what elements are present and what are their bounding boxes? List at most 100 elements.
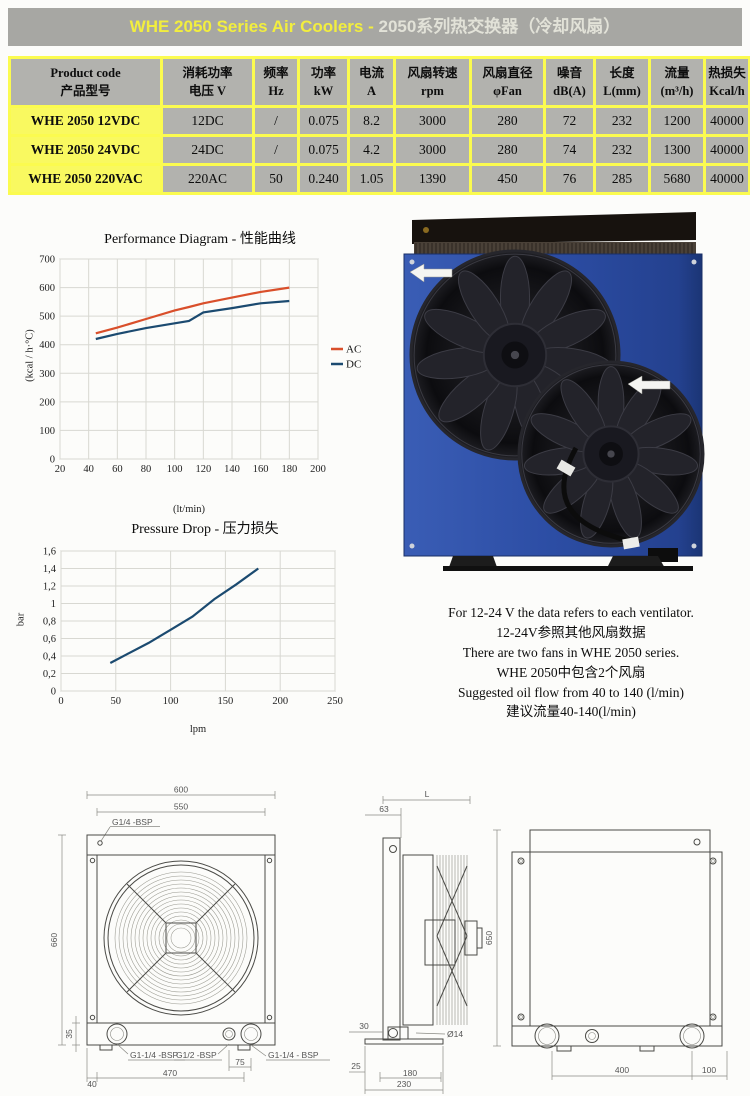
pressure-chart-title: Pressure Drop - 压力损失 (131, 522, 279, 537)
x-tick-label: 100 (163, 696, 179, 707)
spec-value-cell: 1.05 (347, 163, 396, 195)
grille-ring (126, 883, 236, 993)
spec-value-cell: 12DC (160, 105, 255, 137)
product-code-cell: WHE 2050 24VDC (8, 134, 163, 166)
grille-ring (154, 911, 208, 965)
table-row: WHE 2050 12VDC 12DC/0.075 8.2 3000 280 72 232 1… (8, 105, 750, 137)
x-tick-label: 140 (224, 464, 240, 475)
spec-value-cell: 280 (469, 134, 546, 166)
column-header: 流量 (m³/h) (648, 56, 706, 108)
spec-table-header-row: Product code 产品型号 消耗功率 电压 V 频率 Hz 功率 kW 电流 A 风扇转速 r… (8, 56, 750, 108)
grille-ring (114, 871, 248, 1005)
dim-label-550: 550 (174, 802, 188, 812)
pressure-chart-block: Pressure Drop - 压力损失 bar 0 50 100 150 200 250… (15, 518, 395, 735)
spec-value-cell: 8.2 (347, 105, 396, 137)
pressure-chart: 0 50 100 150 200 250 0 0,2 0,4 0,6 0,8 1 1,2 1,4 1,6 (43, 547, 343, 708)
body-screw (691, 259, 697, 265)
performance-chart-block: Performance Diagram - 性能曲线 (kcal / h·°C)… (15, 228, 385, 515)
grille-ring (138, 895, 224, 981)
column-header: 热损失 Kcal/h (703, 56, 750, 108)
y-tick-label: 100 (39, 426, 55, 437)
y-tick-label: 0,4 (43, 652, 57, 663)
fan-hub-bolt (510, 350, 520, 360)
grille-ring (134, 891, 228, 985)
y-tick-label: 400 (39, 340, 55, 351)
legend-label-AC: AC (346, 344, 361, 356)
body-screw (409, 543, 415, 549)
spec-value-cell: 40000 (703, 105, 750, 137)
y-tick-label: 1,6 (43, 547, 56, 558)
dim-label-400: 400 (615, 1065, 629, 1075)
grille-ring (162, 919, 200, 957)
dim-label-470: 470 (163, 1068, 177, 1078)
spec-value-cell: 40000 (703, 134, 750, 166)
dim-label-230: 230 (397, 1079, 411, 1089)
fan-rim (413, 253, 617, 457)
x-tick-label: 20 (55, 464, 66, 475)
column-header: 风扇直径 φFan (469, 56, 546, 108)
pressure-x-axis-label: lpm (189, 724, 207, 735)
dim-label-25: 25 (351, 1061, 361, 1071)
spec-value-cell: 280 (469, 105, 546, 137)
x-tick-label: 150 (218, 696, 234, 707)
spec-table: Product code 产品型号 消耗功率 电压 V 频率 Hz 功率 kW 电流 A 风扇转速 r… (8, 56, 750, 195)
spec-value-cell: 3000 (393, 105, 472, 137)
note-line: 建议流量40-140(l/min) (506, 704, 636, 720)
spec-value-cell: 450 (469, 163, 546, 195)
y-tick-label: 300 (39, 369, 55, 380)
x-tick-label: 0 (58, 696, 63, 707)
spec-value-cell: 72 (543, 105, 596, 137)
dim-label-63: 63 (379, 804, 389, 814)
drawing-back-view: 650 400 100 (484, 829, 728, 1080)
spec-value-cell: / (252, 134, 300, 166)
y-tick-label: 0,8 (43, 617, 56, 628)
spec-value-cell: 5680 (648, 163, 706, 195)
grille-ring (142, 899, 220, 977)
port-label-bottom-middle: G1/2 -BSP (176, 1050, 217, 1060)
performance-chart: 20 40 60 80 100 120 140 160 180 200 0 100 200 300 400 5… (39, 255, 361, 476)
performance-chart-title: Performance Diagram - 性能曲线 (104, 232, 296, 247)
spec-value-cell: 232 (593, 134, 651, 166)
product-photo-image (403, 212, 705, 571)
spec-value-cell: 4.2 (347, 134, 396, 166)
grille-ring (170, 927, 192, 949)
grille-ring (166, 923, 196, 953)
spec-value-cell: 1390 (393, 163, 472, 195)
spec-value-cell: 40000 (703, 163, 750, 195)
dim-label-650: 650 (484, 931, 494, 945)
body-screw (691, 543, 697, 549)
spec-value-cell: / (252, 105, 300, 137)
y-tick-label: 500 (39, 312, 55, 323)
tank-plug (423, 227, 429, 233)
notes-block: For 12-24 V the data refers to each vent… (392, 602, 750, 724)
note-line: For 12-24 V the data refers to each vent… (448, 605, 694, 620)
airflow-arrow-icon (409, 263, 453, 283)
airflow-arrow-icon (627, 375, 671, 395)
column-header: 频率 Hz (252, 56, 300, 108)
x-tick-label: 80 (141, 464, 152, 475)
cable-connector (556, 459, 576, 477)
spec-value-cell: 285 (593, 163, 651, 195)
cable-connector (622, 536, 640, 550)
dim-label-30: 30 (359, 1021, 369, 1031)
series-line-Pressure drop (109, 567, 259, 664)
series-line-AC (95, 286, 290, 335)
column-header: 电流 A (347, 56, 396, 108)
plot-area (59, 258, 319, 460)
dim-label-L: L (425, 789, 430, 799)
y-tick-label: 0,6 (43, 634, 56, 645)
legend-label-DC: DC (346, 359, 361, 371)
spec-value-cell: 1200 (648, 105, 706, 137)
grille-ring (118, 875, 244, 1001)
spec-value-cell: 76 (543, 163, 596, 195)
spec-value-cell: 74 (543, 134, 596, 166)
port-label-bottom-left: G1-1/4 -BSP (130, 1050, 179, 1060)
column-header: 消耗功率 电压 V (160, 56, 255, 108)
grille-ring (150, 907, 212, 969)
x-tick-label: 250 (327, 696, 343, 707)
x-tick-label: 160 (253, 464, 269, 475)
base-bar (443, 566, 693, 571)
technical-drawings: 600 550 G1/4 -BSP (49, 786, 728, 1094)
x-tick-label: 50 (111, 696, 122, 707)
